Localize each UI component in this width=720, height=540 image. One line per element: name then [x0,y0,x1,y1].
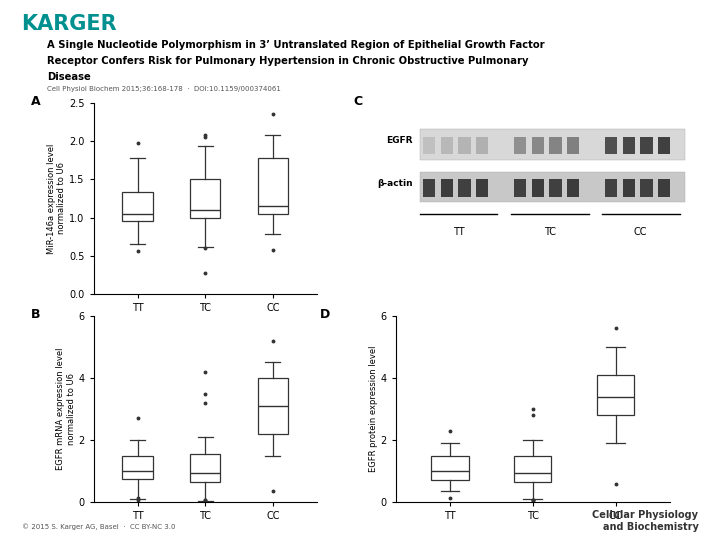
Y-axis label: EGFR protein expression level: EGFR protein expression level [369,346,378,472]
Bar [514,179,526,197]
Bar [531,137,544,154]
Text: β-actin: β-actin [377,179,413,187]
Text: KARGER: KARGER [22,14,117,33]
Text: Disease: Disease [47,72,91,82]
PathPatch shape [190,179,220,218]
PathPatch shape [258,378,288,434]
Bar [441,179,453,197]
Bar [458,137,471,154]
Bar [420,172,685,202]
Bar [567,179,580,197]
Bar [531,179,544,197]
Bar [423,179,436,197]
Bar [476,179,488,197]
Bar [623,179,635,197]
Text: C: C [354,95,362,108]
Text: CC: CC [634,227,647,237]
Bar [605,179,618,197]
Text: D: D [320,308,330,321]
Bar [423,137,436,154]
Bar [640,137,653,154]
Bar [567,137,580,154]
Text: TT: TT [453,227,464,237]
Bar [658,137,670,154]
Y-axis label: MiR-146a expression level
normalized to U6: MiR-146a expression level normalized to … [47,143,66,254]
Bar [605,137,618,154]
Bar [441,137,453,154]
Text: Cellular Physiology
and Biochemistry: Cellular Physiology and Biochemistry [593,510,698,532]
PathPatch shape [190,454,220,482]
Y-axis label: EGFR mRNA expression level
normalized to U6: EGFR mRNA expression level normalized to… [56,348,76,470]
Bar [640,179,653,197]
Text: TC: TC [544,227,556,237]
Text: Receptor Confers Risk for Pulmonary Hypertension in Chronic Obstructive Pulmonar: Receptor Confers Risk for Pulmonary Hype… [47,56,528,66]
Text: A Single Nucleotide Polymorphism in 3’ Untranslated Region of Epithelial Growth : A Single Nucleotide Polymorphism in 3’ U… [47,40,544,51]
Text: EGFR: EGFR [387,137,413,145]
PathPatch shape [122,456,153,479]
Bar [549,137,562,154]
Bar [623,137,635,154]
Bar [549,179,562,197]
PathPatch shape [597,375,634,415]
PathPatch shape [122,192,153,221]
Bar [658,179,670,197]
Bar [514,137,526,154]
PathPatch shape [431,456,469,481]
PathPatch shape [514,456,552,482]
Bar [476,137,488,154]
Text: Cell Physiol Biochem 2015;36:168-178  ·  DOI:10.1159/000374061: Cell Physiol Biochem 2015;36:168-178 · D… [47,86,281,92]
Text: A: A [31,95,41,108]
Text: B: B [31,308,40,321]
Text: © 2015 S. Karger AG, Basel  ·  CC BY-NC 3.0: © 2015 S. Karger AG, Basel · CC BY-NC 3.… [22,524,175,530]
PathPatch shape [258,158,288,214]
Bar [420,130,685,160]
Bar [458,179,471,197]
